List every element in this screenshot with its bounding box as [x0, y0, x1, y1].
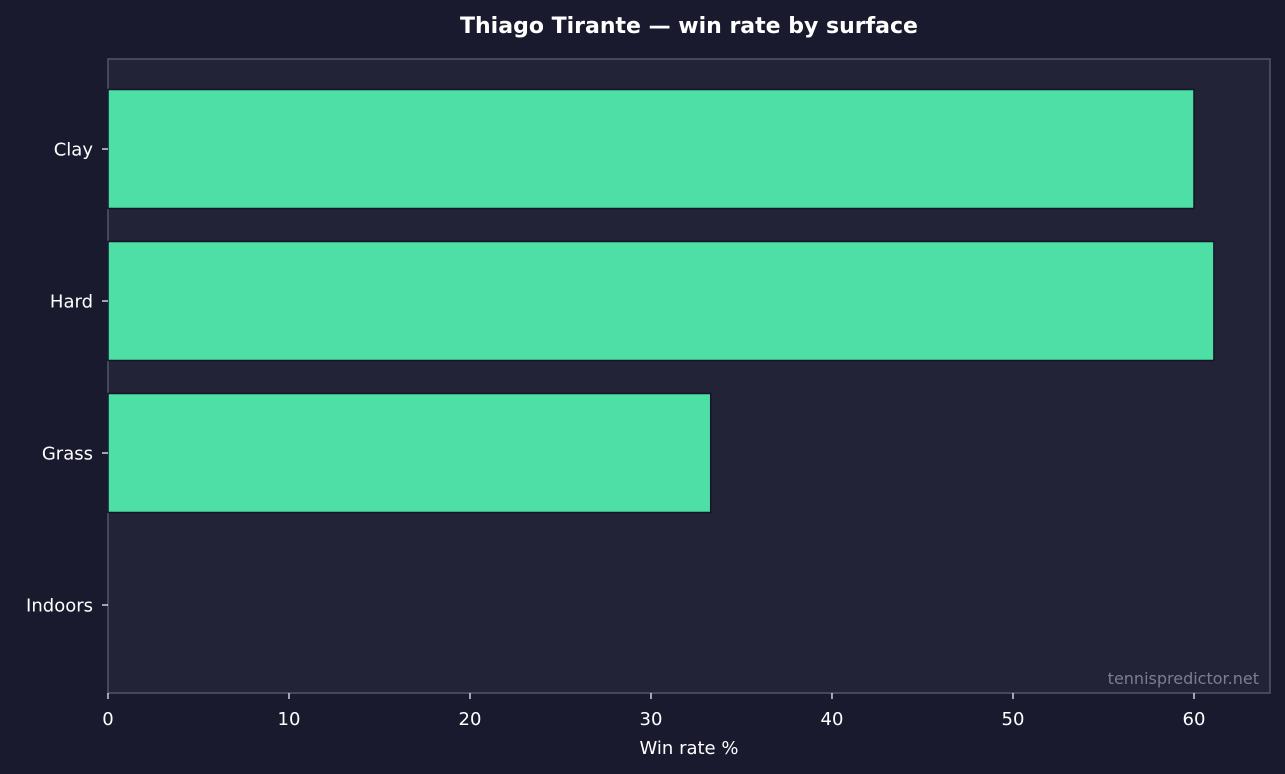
x-tick-label-40: 40	[821, 709, 844, 730]
x-tick-label-50: 50	[1002, 709, 1025, 730]
y-tick-label-grass: Grass	[42, 444, 93, 465]
x-axis-label: Win rate %	[640, 738, 739, 759]
x-axis: 0 10 20 30 40 50 60	[102, 693, 1205, 730]
y-axis: Clay Hard Grass Indoors	[26, 140, 108, 617]
x-tick-label-20: 20	[459, 709, 482, 730]
bars-group	[107, 88, 1215, 514]
chart-title: Thiago Tirante — win rate by surface	[460, 14, 918, 39]
bar-hard	[107, 240, 1215, 362]
bar-clay	[107, 88, 1195, 210]
watermark: tennispredictor.net	[1108, 669, 1259, 688]
y-tick-label-hard: Hard	[50, 292, 93, 313]
x-tick-label-0: 0	[102, 709, 113, 730]
x-tick-label-10: 10	[278, 709, 301, 730]
bar-grass	[107, 392, 712, 514]
y-tick-label-clay: Clay	[54, 140, 94, 161]
x-tick-label-60: 60	[1183, 709, 1206, 730]
x-tick-label-30: 30	[640, 709, 663, 730]
y-tick-label-indoors: Indoors	[26, 596, 93, 617]
